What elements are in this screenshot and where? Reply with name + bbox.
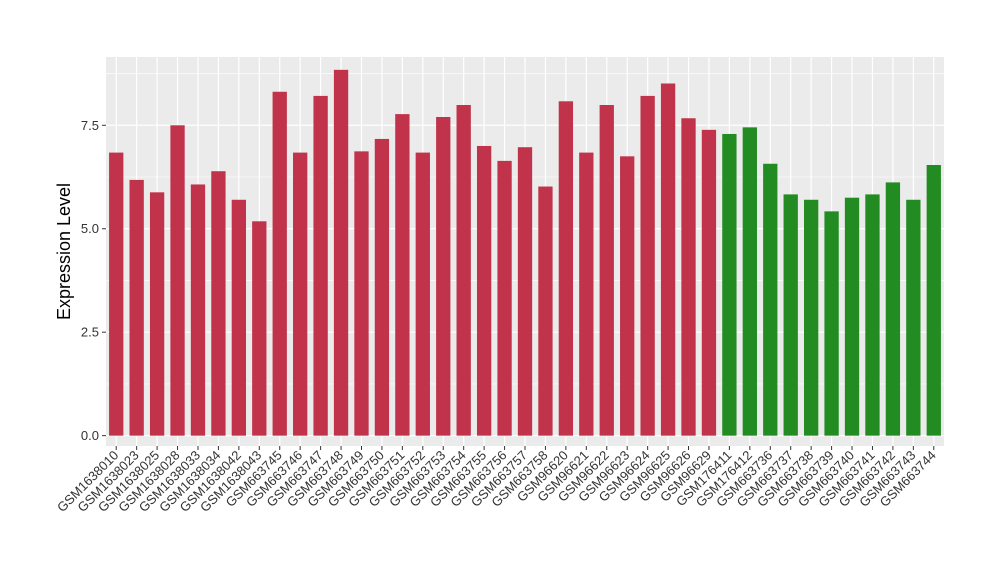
bar-GSM1638043 [252,221,267,436]
bar-GSM96623 [620,156,635,436]
bar-GSM663739 [824,211,839,436]
bar-GSM663743 [906,199,921,436]
y-axis-title: Expression Level [54,183,74,320]
bar-GSM663736 [763,163,778,436]
bar-GSM1638023 [129,179,144,436]
bar-GSM96621 [579,152,594,436]
bar-GSM96625 [660,83,676,436]
bar-GSM1638028 [170,125,185,436]
bar-GSM96626 [681,118,696,436]
bar-GSM663740 [844,197,860,436]
bar-GSM176411 [722,133,737,436]
bar-GSM663758 [538,186,553,436]
bar-GSM1638025 [149,192,165,436]
bar-GSM663747 [313,95,328,436]
bar-GSM663748 [333,69,349,436]
bar-GSM663744 [926,165,941,436]
bar-GSM663746 [293,152,308,436]
bar-GSM663742 [885,182,901,436]
bar-GSM96624 [640,95,655,436]
bar-GSM1638034 [211,171,226,436]
bar-GSM663749 [354,151,369,436]
bar-GSM96622 [599,105,614,436]
bar-GSM663745 [272,91,287,436]
bar-GSM96620 [558,101,574,436]
bar-GSM176412 [742,127,757,436]
bar-GSM663755 [476,145,492,436]
bar-GSM663741 [865,194,880,436]
bar-GSM1638033 [190,184,206,436]
bar-GSM663752 [415,152,430,436]
bar-GSM663756 [497,160,512,436]
y-tick-label: 0.0 [81,428,99,443]
bar-GSM663738 [803,199,819,436]
bar-GSM663757 [517,147,533,436]
bar-GSM1638042 [231,199,247,436]
y-axis: 0.0 2.5 5.0 7.5 [81,118,106,443]
y-tick-label: 2.5 [81,325,99,340]
bar-GSM663750 [374,138,390,436]
x-axis: GSM1638010GSM1638023GSM1638025GSM1638028… [54,446,939,515]
bar-GSM96629 [701,129,717,436]
bar-GSM663751 [395,114,410,436]
bar-GSM663754 [456,105,471,436]
bar-GSM1638010 [109,152,124,436]
bar-GSM663753 [436,117,451,436]
y-tick-label: 5.0 [81,221,99,236]
bars [109,69,941,436]
y-tick-label: 7.5 [81,118,99,133]
bar-GSM663737 [783,194,798,436]
